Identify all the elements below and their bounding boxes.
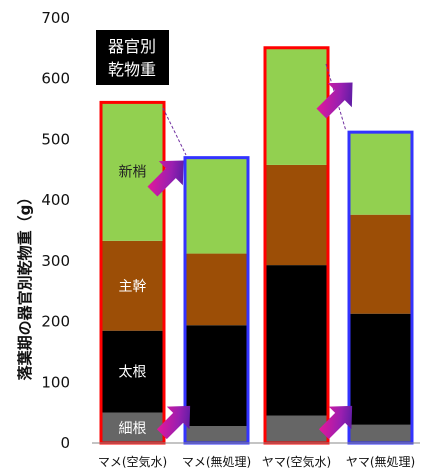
- bar-segment: [265, 415, 328, 443]
- bar-segment: [185, 325, 248, 426]
- arrow-icon: [318, 405, 353, 440]
- category-label: ヤマ(空気水): [262, 454, 331, 469]
- bar-segment: [265, 265, 328, 416]
- y-tick-label: 300: [41, 252, 70, 270]
- bar-segment: [101, 412, 164, 443]
- y-tick-label: 500: [41, 130, 70, 148]
- bar-segment: [101, 102, 164, 241]
- segment-label: 細根: [119, 421, 147, 437]
- bar-segment: [349, 132, 412, 215]
- bar-segment: [349, 424, 412, 443]
- legend-box: 器官別 乾物重: [96, 30, 169, 85]
- y-tick-label: 400: [41, 191, 70, 209]
- callout-line-1: [162, 107, 187, 156]
- callout-line-2: [325, 63, 347, 132]
- bars: [99, 46, 414, 445]
- y-tick-label: 600: [41, 70, 70, 88]
- category-labels: マメ(空気水) マメ(無処理) ヤマ(空気水) ヤマ(無処理): [98, 454, 415, 469]
- category-label: マメ(空気水): [98, 454, 167, 469]
- legend-line-2: 乾物重: [108, 60, 156, 79]
- bar-segment: [185, 157, 248, 254]
- bar-segment: [101, 240, 164, 331]
- y-axis-label: 落葉期の器官別乾物重（g）: [16, 190, 34, 381]
- bar-segment: [101, 330, 164, 413]
- y-tick-label: 700: [41, 9, 70, 27]
- arrow-icon: [156, 405, 191, 440]
- bar-segment: [185, 426, 248, 443]
- category-label: マメ(無処理): [182, 454, 251, 469]
- segment-label: 新梢: [119, 165, 147, 181]
- bar-segment: [349, 313, 412, 425]
- segment-label: 主幹: [119, 278, 147, 295]
- y-tick-label: 0: [60, 434, 70, 452]
- segment-label: 太根: [119, 365, 147, 381]
- bar-segment: [185, 253, 248, 326]
- bar-segment: [349, 214, 412, 314]
- y-tick-label: 200: [41, 313, 70, 331]
- arrow-icon: [316, 82, 353, 119]
- y-tick-labels: 0 100 200 300 400 500 600 700: [41, 9, 70, 452]
- category-label: ヤマ(無処理): [346, 454, 415, 469]
- y-tick-label: 100: [41, 373, 70, 391]
- legend-line-1: 器官別: [108, 37, 156, 56]
- arrow-icon: [147, 160, 184, 197]
- bar-segment: [265, 164, 328, 266]
- bar-segment: [265, 47, 328, 165]
